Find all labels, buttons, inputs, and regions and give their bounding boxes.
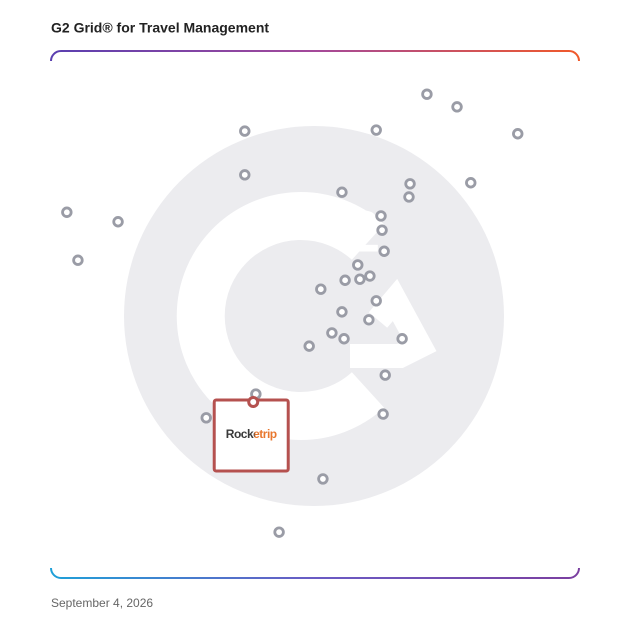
point	[363, 314, 375, 326]
point	[378, 245, 390, 257]
chart-title: G2 Grid® for Travel Management	[51, 20, 269, 36]
point	[451, 101, 463, 113]
point	[375, 210, 387, 222]
point	[421, 88, 433, 100]
highlight-label: Rocketrip	[226, 427, 277, 441]
point	[239, 169, 251, 181]
point	[370, 124, 382, 136]
point	[339, 274, 351, 286]
point	[273, 526, 285, 538]
point	[377, 408, 389, 420]
point	[239, 125, 251, 137]
point	[403, 191, 415, 203]
point	[364, 270, 376, 282]
date: September 4, 2026	[51, 596, 153, 610]
point	[370, 295, 382, 307]
point	[338, 333, 350, 345]
point	[465, 177, 477, 189]
point	[317, 473, 329, 485]
point	[112, 216, 124, 228]
point	[315, 283, 327, 295]
point	[326, 327, 338, 339]
point	[336, 186, 348, 198]
point	[396, 333, 408, 345]
point	[336, 306, 348, 318]
point	[512, 128, 524, 140]
svg-text:2: 2	[348, 199, 380, 264]
point	[61, 206, 73, 218]
point	[200, 412, 212, 424]
points: Rocketrip	[61, 88, 524, 538]
point	[376, 224, 388, 236]
point	[72, 254, 84, 266]
point	[354, 273, 366, 285]
point	[352, 259, 364, 271]
background-logo: 2	[124, 126, 504, 506]
point	[379, 369, 391, 381]
point	[303, 340, 315, 352]
highlight-point	[247, 395, 260, 408]
point	[404, 178, 416, 190]
